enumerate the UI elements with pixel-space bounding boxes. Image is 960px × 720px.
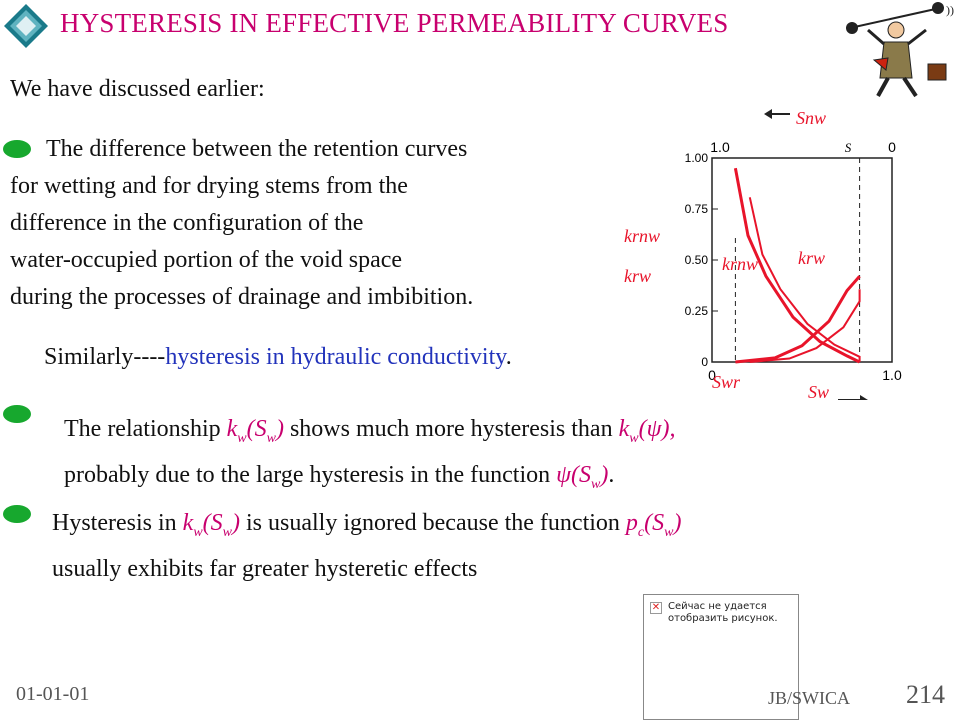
kw-psi-symbol: kw(ψ), bbox=[618, 416, 676, 446]
rel-text: shows much more hysteresis than bbox=[283, 416, 619, 442]
x-tick-label: 1.0 bbox=[882, 367, 902, 383]
krnw-label-left: krnw bbox=[624, 226, 660, 246]
series-branch-krw bbox=[749, 289, 861, 363]
hyst-text: Hysteresis in bbox=[52, 510, 183, 536]
bullet-icon bbox=[3, 140, 31, 158]
top-marker-label: S bbox=[845, 140, 852, 155]
similar-suffix: . bbox=[505, 344, 512, 370]
pc-symbol: pc(Sw) bbox=[625, 510, 682, 540]
rel-line-2: probably due to the large hysteresis in … bbox=[64, 457, 675, 503]
para1-line: during the processes of drainage and imb… bbox=[10, 284, 474, 310]
broken-line-1: Сейчас не удается bbox=[668, 601, 767, 612]
relationship-paragraph: The relationship kw(Sw) shows much more … bbox=[64, 411, 675, 503]
para1-line: difference in the configuration of the bbox=[10, 210, 364, 236]
y-tick-label: 1.00 bbox=[685, 151, 709, 165]
rel-text: The relationship bbox=[64, 416, 227, 442]
snw-arrow-head bbox=[764, 109, 772, 119]
snw-label: Snw bbox=[796, 108, 826, 128]
para1-line: water-occupied portion of the void space bbox=[10, 247, 403, 273]
series-line-krw bbox=[735, 275, 861, 364]
top-tick-label: 1.0 bbox=[710, 139, 730, 155]
footer-org: JB/SWICA bbox=[768, 688, 851, 708]
x-tick-label: 0 bbox=[708, 367, 716, 383]
sw-arrow-head bbox=[860, 395, 868, 400]
y-tick-label: 0.25 bbox=[685, 304, 709, 318]
para1-line: The difference between the retention cur… bbox=[46, 136, 468, 162]
krnw-label-inside: krnw bbox=[722, 254, 758, 274]
psi-sw-symbol: ψ(Sw) bbox=[556, 461, 609, 492]
y-tick-label: 0.75 bbox=[685, 202, 709, 216]
similarly-line: Similarly----hysteresis in hydraulic con… bbox=[44, 344, 512, 371]
sw-label: Sw bbox=[808, 382, 829, 400]
similar-prefix: Similarly---- bbox=[44, 344, 166, 370]
intro-text: We have discussed earlier: bbox=[10, 76, 265, 102]
hyst-line-1: Hysteresis in kw(Sw) is usually ignored … bbox=[52, 505, 681, 551]
rel-text: probably due to the large hysteresis in … bbox=[64, 461, 557, 488]
similar-highlight: hysteresis in hydraulic conductivity bbox=[165, 344, 506, 370]
svg-text:)): )) bbox=[946, 3, 954, 17]
hyst-text: is usually ignored because the function bbox=[240, 510, 626, 536]
y-tick-label: 0.50 bbox=[685, 253, 709, 267]
bullet-icon bbox=[3, 505, 31, 523]
y-tick-label: 0 bbox=[701, 355, 708, 369]
krw-label-left: krw bbox=[624, 266, 651, 286]
top-tick-label: 0 bbox=[888, 139, 896, 155]
slide-title: HYSTERESIS IN EFFECTIVE PERMEABILITY CUR… bbox=[60, 8, 729, 38]
paragraph-retention: The difference between the retention cur… bbox=[10, 131, 473, 316]
broken-image-icon: ✕ bbox=[650, 602, 662, 614]
diamond-logo-icon bbox=[4, 4, 48, 48]
kw-symbol: kw(Sw) bbox=[182, 510, 240, 540]
rel-line-1: The relationship kw(Sw) shows much more … bbox=[64, 411, 675, 457]
series-branch-krnw bbox=[748, 197, 861, 362]
broken-line-2: отобразить рисунок. bbox=[668, 613, 778, 624]
hyst-line-2: usually exhibits far greater hysteretic … bbox=[52, 555, 478, 582]
broken-image-placeholder: ✕ Сейчас не удается отобразить рисунок. bbox=[643, 594, 799, 720]
series-line-krnw bbox=[733, 167, 861, 364]
swr-label: Swr bbox=[712, 372, 741, 392]
rel-text: . bbox=[608, 461, 615, 488]
bullet-icon bbox=[3, 405, 31, 423]
hysteresis-note: Hysteresis in kw(Sw) is usually ignored … bbox=[52, 505, 681, 588]
broken-image-message: Сейчас не удается отобразить рисунок. bbox=[668, 601, 778, 625]
page-number: 214 bbox=[906, 680, 945, 709]
krw-label-inside: krw bbox=[798, 248, 825, 268]
para1-line: for wetting and for drying stems from th… bbox=[10, 173, 408, 199]
businessman-clipart-icon: )) bbox=[846, 2, 954, 98]
kw-symbol: kw(Sw) bbox=[226, 416, 284, 446]
footer-date: 01-01-01 bbox=[16, 683, 90, 705]
